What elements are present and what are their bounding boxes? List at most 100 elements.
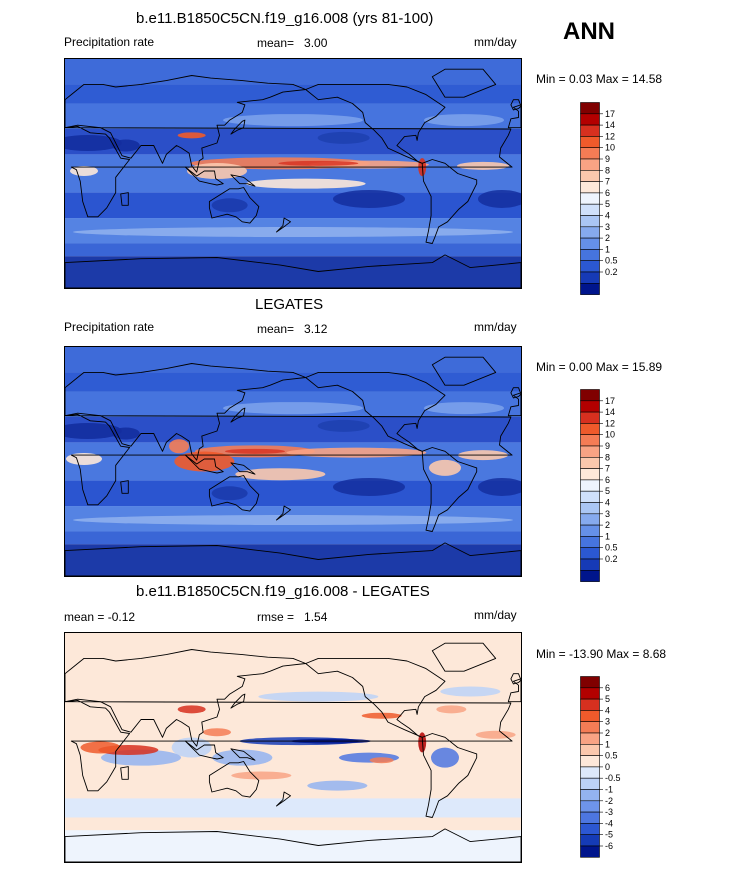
panel3-colorbar-tick-label: 6 — [605, 683, 610, 693]
panel3-map-anomaly — [203, 728, 231, 737]
panel3-colorbar-tick-label: 0 — [605, 762, 610, 772]
panel1-map-coastline-madagascar — [120, 192, 129, 206]
panel3-map-anomaly — [361, 712, 402, 719]
panel2-map-coastline-antarctica — [65, 542, 521, 576]
panel2-map-itcz — [235, 468, 326, 481]
panel2-map-coastline-eurasia — [65, 363, 307, 461]
panel2-colorbar-tick-label: 17 — [605, 396, 615, 406]
panel1-colorbar-swatch — [580, 260, 600, 273]
panel1-map-band — [65, 243, 521, 257]
panel3-map-coastline-japan — [230, 693, 246, 709]
panel1-variable: Precipitation rate — [64, 35, 155, 49]
panel3-rmse-label: rmse = — [257, 610, 295, 624]
panel1-map-coastline-antarctica — [65, 254, 521, 288]
panel3-colorbar-swatch — [580, 687, 600, 700]
panel1-map-dry-epac — [333, 189, 405, 208]
panel2-map-coastline-africa — [65, 413, 513, 506]
panel1-colorbar-tick-label: 7 — [605, 177, 610, 187]
panel2-colorbar-tick-label: 4 — [605, 498, 610, 508]
panel1-colorbar-swatch — [580, 170, 600, 182]
panel1-map-storm-south — [73, 227, 513, 238]
panel1-map-coastline-newguinea — [230, 174, 256, 187]
panel3-map-anomaly — [177, 705, 206, 714]
panel3-map-band-ant — [65, 830, 521, 862]
panel3-mean: mean = -0.12 — [64, 610, 135, 624]
panel2-map-dry-satl — [478, 477, 521, 496]
panel3-colorbar-tick-label: -3 — [605, 807, 613, 817]
panel1-map-band — [65, 59, 521, 85]
panel2-colorbar-tick-label: 9 — [605, 441, 610, 451]
panel1-colorbar: 17 14 12 10 9 8 7 6 5 4 3 2 1 0.5 0.2 — [580, 102, 640, 298]
panel3-colorbar-tick-label: -5 — [605, 830, 613, 840]
panel2-mean-label: mean= — [257, 322, 295, 336]
panel3-minmax: Min = -13.90 Max = 8.68 — [536, 647, 667, 661]
panel2-map-coastline-nz — [276, 505, 291, 521]
panel1-colorbar-swatch — [580, 283, 600, 295]
panel1-map-coastline-indonesia — [184, 166, 224, 186]
panel2-map-coastline-newguinea — [230, 462, 256, 475]
panel2-units: mm/day — [474, 320, 517, 334]
panel2-map-dry-epac — [333, 477, 405, 496]
panel1-map-dry-sahara — [65, 134, 122, 151]
panel1-colorbar-swatch — [580, 147, 600, 160]
panel1-map-coastline-africa — [65, 125, 513, 218]
panel1-colorbar-swatch — [580, 249, 600, 261]
panel1-colorbar-swatch — [580, 271, 600, 284]
panel2-colorbar-tick-label: 8 — [605, 452, 610, 462]
panel3-colorbar-swatch — [580, 755, 600, 768]
panel3-units: mm/day — [474, 608, 517, 622]
panel1-map-itcz — [245, 178, 366, 189]
panel3-colorbar-svg: 654 321 0.50-0.5 -1-2-3-4 -5-6 — [580, 676, 621, 858]
panel2-colorbar-swatch — [580, 457, 600, 469]
panel1-map-coastline-eurasia — [65, 75, 307, 173]
panel3-colorbar-swatch — [580, 744, 600, 756]
panel2-colorbar-swatch — [580, 411, 600, 424]
panel3-mean-value: -0.12 — [107, 610, 136, 624]
panel2-colorbar-tick-label: 2 — [605, 520, 610, 530]
panel1-colorbar-swatch — [580, 237, 600, 250]
panel1-colorbar-swatch — [580, 113, 600, 126]
panel2-colorbar-tick-label: 14 — [605, 407, 615, 417]
panel2-mean-value: 3.12 — [304, 322, 328, 336]
panel2-map-field — [65, 347, 521, 576]
panel2-map-band — [65, 480, 521, 507]
panel1-mean-label: mean= — [257, 36, 295, 50]
panel1-colorbar-tick-label: 17 — [605, 109, 615, 119]
panel1-colorbar-swatch — [580, 102, 600, 115]
panel3-colorbar-swatch — [580, 777, 600, 790]
panel3-map-coastline-antarctica — [65, 828, 521, 862]
panel2-colorbar-tick-label: 10 — [605, 430, 615, 440]
panel1-colorbar-tick-label: 1 — [605, 244, 610, 254]
panel3-colorbar-tick-label: -4 — [605, 818, 613, 828]
panel3-colorbar-swatch — [580, 676, 600, 689]
panel2-map-coastline-australia — [208, 475, 260, 512]
panel1-map-band — [65, 84, 521, 104]
panel1-colorbar-tick-label: 5 — [605, 199, 610, 209]
panel2-map-band — [65, 544, 521, 576]
panel3-map-anomaly — [258, 691, 379, 702]
panel1-map-coastline-s_america — [421, 159, 478, 244]
panel2-map-itcz-core — [225, 448, 285, 454]
panel1-map — [64, 58, 522, 289]
panel1-map-band — [65, 192, 521, 219]
panel2-map-coastline-indonesia — [184, 454, 224, 474]
panel1-colorbar-swatch — [580, 124, 600, 137]
panel3-colorbar-tick-label: -6 — [605, 841, 613, 851]
panel2-colorbar-swatch — [580, 468, 600, 481]
panel3-map-coastline-uk — [510, 673, 521, 685]
panel2-map-band — [65, 531, 521, 545]
panel1-map-dry-npac — [317, 131, 370, 144]
panel3-colorbar-tick-label: -1 — [605, 785, 613, 795]
panel1-colorbar-tick-label: 3 — [605, 222, 610, 232]
panel3-map-field — [65, 633, 521, 862]
panel3-map-coastline-australia — [208, 761, 260, 798]
panel2-map-band — [65, 372, 521, 392]
panel1-map-itcz — [70, 165, 98, 176]
panel3-map-anomaly — [475, 730, 516, 739]
panel2-map-band — [65, 347, 521, 373]
panel1-colorbar-tick-label: 6 — [605, 188, 610, 198]
panel1-map-coastline-japan — [230, 119, 246, 135]
panel1-map-band — [65, 256, 521, 288]
